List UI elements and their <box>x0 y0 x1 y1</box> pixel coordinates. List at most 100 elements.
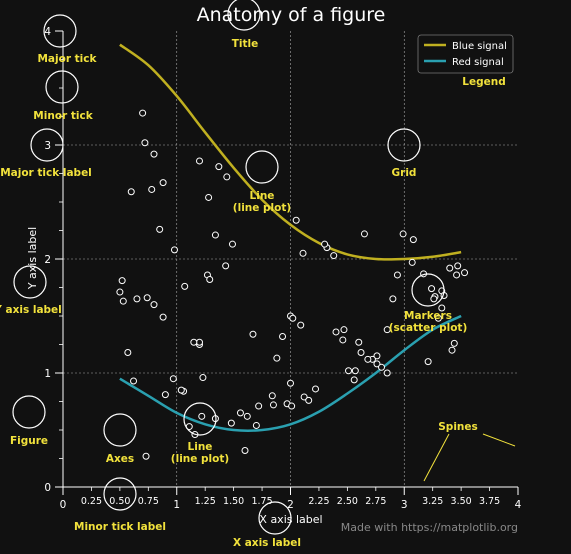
scatter-point <box>124 348 132 356</box>
scatter-point <box>215 163 223 171</box>
annotation-label: (line plot) <box>171 453 229 465</box>
scatter-point <box>446 264 454 272</box>
scatter-point <box>196 338 203 346</box>
highlight-circle <box>30 128 64 162</box>
scatter-point <box>438 304 446 312</box>
scatter-point <box>430 295 438 303</box>
scatter-point <box>409 236 417 244</box>
annotation-label: Minor tick <box>33 110 93 122</box>
y-major-tick-label: 4 <box>44 26 51 38</box>
annotation-label: Minor tick label <box>74 521 166 533</box>
scatter-point <box>243 412 251 420</box>
legend-label: Blue signal <box>452 41 507 52</box>
highlight-circle <box>387 128 421 162</box>
scatter-point <box>205 193 213 201</box>
scatter-point <box>196 157 203 165</box>
scatter-point <box>143 294 151 302</box>
scatter-point <box>190 338 198 346</box>
annotation-label: Y axis label <box>0 304 62 316</box>
x-minor-tick-label: 1.75 <box>251 496 272 507</box>
y-major-tick-label: 3 <box>44 140 51 152</box>
credit-text: Made with https://matplotlib.org <box>341 521 518 534</box>
highlight-circle <box>103 413 137 447</box>
scatter-point <box>350 376 358 384</box>
highlight-circle <box>13 265 47 299</box>
scatter-point <box>351 367 359 375</box>
scatter-point <box>211 231 219 239</box>
highlight-circle <box>183 402 217 436</box>
scatter-point <box>389 295 397 303</box>
x-axis-label: X axis label <box>259 513 322 526</box>
highlight-circle <box>12 395 46 429</box>
scatter-point <box>199 374 207 382</box>
scatter-point <box>170 246 178 254</box>
scatter-point <box>161 391 169 399</box>
scatter-point <box>119 297 127 305</box>
x-minor-tick-label: 3.50 <box>451 496 472 507</box>
scatter-point <box>332 328 340 336</box>
scatter-point <box>383 369 391 377</box>
scatter-point <box>269 401 277 409</box>
annotation-label: Figure <box>10 435 48 447</box>
scatter-point <box>305 396 313 404</box>
annotation-label: Markers <box>404 310 452 322</box>
scatter-point <box>198 412 206 420</box>
x-minor-tick-label: 3.75 <box>479 496 500 507</box>
x-minor-tick-label: 1.50 <box>223 496 244 507</box>
scatter-point <box>408 258 416 266</box>
x-major-tick-label: 3 <box>401 499 408 511</box>
spines-arrow <box>423 433 450 482</box>
annotation-label: X axis label <box>233 537 301 549</box>
scatter-point <box>300 393 308 401</box>
annotation-label: Title <box>232 38 259 50</box>
series-line-1 <box>119 314 462 432</box>
scatter-point <box>148 185 156 193</box>
scatter-point <box>393 271 401 279</box>
y-axis-label: Y axis label <box>26 227 39 290</box>
annotation-label: Grid <box>392 167 417 179</box>
scatter-markers <box>116 109 469 460</box>
scatter-point <box>255 402 263 410</box>
x-minor-tick-label: 1.25 <box>195 496 216 507</box>
highlight-circle <box>43 14 77 48</box>
scatter-point <box>355 338 363 346</box>
scatter-point <box>249 330 257 338</box>
x-major-tick-label: 4 <box>515 499 522 511</box>
scatter-point <box>340 326 348 334</box>
scatter-point <box>345 367 353 375</box>
annotations: Major tick Minor tick Major tick label Y ax… <box>0 38 516 549</box>
x-minor-tick-label: 0.50 <box>109 496 130 507</box>
scatter-point <box>321 240 329 248</box>
spines-arrow <box>482 433 516 447</box>
scatter-point <box>287 379 294 387</box>
series <box>119 43 462 432</box>
scatter-point <box>142 452 150 460</box>
scatter-point <box>150 150 158 158</box>
scatter-point <box>133 295 141 303</box>
chart-title: Anatomy of a figure <box>197 4 386 26</box>
scatter-point <box>434 314 442 322</box>
scatter-point <box>292 216 300 224</box>
scatter-point <box>448 346 456 354</box>
y-major-tick-label: 2 <box>44 254 51 266</box>
scatter-point <box>364 355 372 363</box>
scatter-point <box>156 225 164 233</box>
y-major-tick-label: 1 <box>44 368 51 380</box>
scatter-point <box>273 354 281 362</box>
annotation-label: Axes <box>106 453 134 465</box>
annotation-label: (line plot) <box>233 202 291 214</box>
scatter-point <box>312 385 320 393</box>
scatter-point <box>399 230 407 238</box>
x-minor-tick-label: 2.25 <box>308 496 329 507</box>
scatter-point <box>150 301 158 309</box>
scatter-point <box>223 173 231 181</box>
annotation-label: Line <box>250 190 275 202</box>
x-major-tick-label: 2 <box>287 499 294 511</box>
x-major-tick-label: 1 <box>173 499 180 511</box>
axes: 0 1 2 3 4 0.25 0.50 0.75 1.25 1.50 1.75 2.25 2.50 2.7… <box>44 26 521 511</box>
annotation-label: Legend <box>462 76 505 88</box>
scatter-point <box>279 333 287 341</box>
scatter-point <box>461 269 469 277</box>
